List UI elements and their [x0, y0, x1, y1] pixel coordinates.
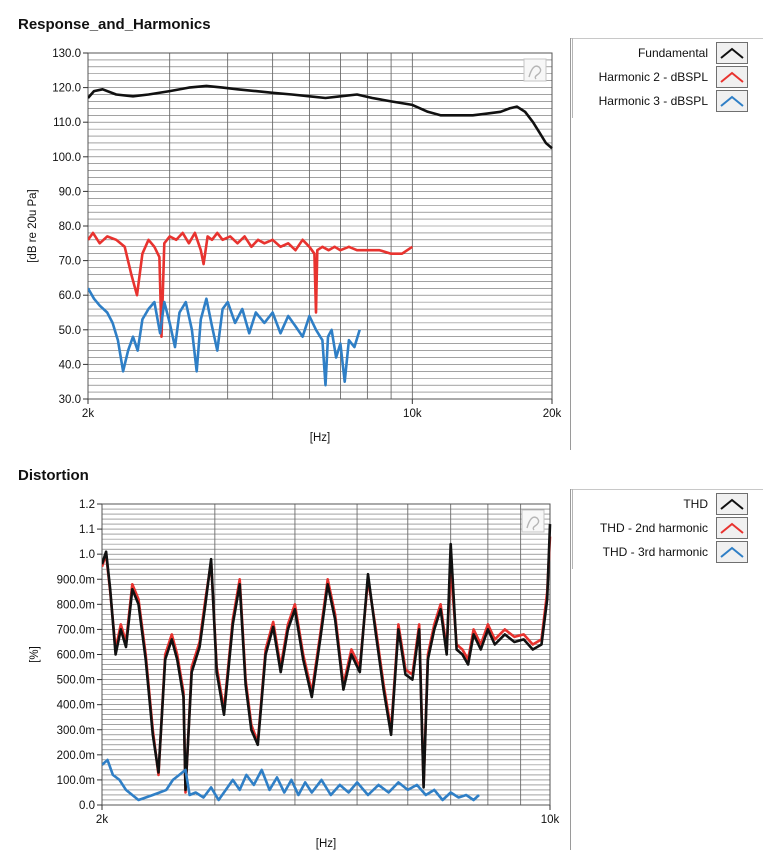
legend-swatch-red[interactable] — [716, 66, 748, 88]
x-axis: 2k 10k 20k — [82, 399, 562, 420]
legend-item-harmonic-3[interactable]: Harmonic 3 - dBSPL — [599, 90, 748, 112]
legend-label: Harmonic 2 - dBSPL — [598, 70, 708, 84]
graph-palette-icon-glyph — [526, 516, 540, 531]
legend-item-thd-2nd[interactable]: THD - 2nd harmonic — [600, 517, 748, 539]
y-tick-label: 50.0 — [59, 325, 81, 337]
legend-label: Fundamental — [637, 46, 708, 60]
distortion-legend: THD THD - 2nd harmonic THD - 3rd harmoni… — [572, 489, 748, 569]
response-chart[interactable]: 30.0 40.0 50.0 60.0 70.0 80.0 90.0 100.0 110.0 12… — [18, 38, 570, 450]
legend-label: THD — [683, 497, 708, 511]
y-tick-label: 80.0 — [59, 221, 81, 233]
y-tick-label: 1.2 — [79, 499, 95, 511]
response-chart-panel: 30.0 40.0 50.0 60.0 70.0 80.0 90.0 100.0 110.0 12… — [18, 38, 570, 450]
legend-label: THD - 3rd harmonic — [602, 545, 708, 559]
series-line-harmonic-2-dbspl — [88, 231, 414, 339]
legend-swatch-red[interactable] — [716, 517, 748, 539]
y-tick-label: 110.0 — [53, 117, 81, 129]
legend-swatch-blue[interactable] — [716, 541, 748, 563]
series-line-fundamental — [88, 84, 553, 150]
series-group — [102, 524, 552, 802]
y-tick-label: 60.0 — [59, 290, 81, 302]
legend-item-thd[interactable]: THD — [683, 493, 748, 515]
legend-swatch-black[interactable] — [716, 493, 748, 515]
x-axis-title: [Hz] — [316, 838, 336, 850]
x-tick-label: 20k — [543, 408, 562, 420]
x-axis: 2k 10k — [96, 805, 560, 826]
response-section-title: Response_and_Harmonics — [18, 16, 211, 33]
y-axis: 30.0 40.0 50.0 60.0 70.0 80.0 90.0 100.0 110.0 12… — [52, 48, 88, 406]
y-tick-label: 0.0 — [79, 800, 95, 812]
line-glyph-icon — [720, 71, 744, 83]
y-tick-label: 100.0m — [57, 775, 95, 787]
grid — [88, 52, 552, 400]
legend-item-harmonic-2[interactable]: Harmonic 2 - dBSPL — [599, 66, 748, 88]
legend-swatch-blue[interactable] — [716, 90, 748, 112]
y-axis: 0.0 100.0m 200.0m 300.0m 400.0m 500.0m 600.0m 7… — [57, 499, 102, 812]
distortion-section-title: Distortion — [18, 467, 89, 484]
line-glyph-icon — [720, 546, 744, 558]
series-line-harmonic-3-dbspl — [88, 287, 361, 387]
distortion-chart-panel: 0.0 100.0m 200.0m 300.0m 400.0m 500.0m 600.0m 7… — [18, 489, 570, 850]
y-tick-label: 30.0 — [59, 394, 81, 406]
y-tick-label: 1.0 — [79, 549, 95, 561]
y-tick-label: 1.1 — [79, 524, 95, 536]
x-tick-label: 10k — [541, 814, 560, 826]
distortion-chart[interactable]: 0.0 100.0m 200.0m 300.0m 400.0m 500.0m 600.0m 7… — [18, 489, 570, 850]
y-axis-title: [%] — [29, 646, 41, 663]
series-line-thd — [102, 524, 552, 792]
y-axis-title: [dB re 20u Pa] — [27, 189, 39, 263]
grid — [102, 503, 550, 806]
graph-palette-icon — [521, 509, 545, 533]
x-tick-label: 2k — [96, 814, 108, 826]
line-glyph-icon — [720, 47, 744, 59]
y-tick-label: 70.0 — [59, 256, 81, 268]
x-tick-label: 2k — [82, 408, 94, 420]
legend-swatch-black[interactable] — [716, 42, 748, 64]
x-tick-label: 10k — [403, 408, 422, 420]
y-tick-label: 500.0m — [57, 675, 95, 687]
series-group — [88, 84, 553, 387]
y-tick-label: 120.0 — [52, 83, 81, 95]
y-tick-label: 800.0m — [57, 599, 95, 611]
graph-palette-icon — [523, 58, 547, 82]
series-line-thd-3rd-harmonic — [102, 758, 480, 802]
y-tick-label: 40.0 — [59, 359, 81, 371]
y-tick-label: 200.0m — [57, 750, 95, 762]
legend-item-thd-3rd[interactable]: THD - 3rd harmonic — [603, 541, 748, 563]
graph-palette-icon-glyph — [528, 65, 542, 80]
y-tick-label: 90.0 — [59, 186, 81, 198]
y-tick-label: 130.0 — [52, 48, 81, 60]
x-axis-title: [Hz] — [310, 432, 330, 444]
y-tick-label: 700.0m — [57, 624, 95, 636]
y-tick-label: 900.0m — [57, 574, 95, 586]
y-tick-label: 600.0m — [57, 650, 95, 662]
line-glyph-icon — [720, 498, 744, 510]
legend-label: THD - 2nd harmonic — [599, 521, 708, 535]
response-panel-edge — [570, 38, 571, 450]
y-tick-label: 300.0m — [57, 725, 95, 737]
legend-label: Harmonic 3 - dBSPL — [598, 94, 708, 108]
legend-item-fundamental[interactable]: Fundamental — [638, 42, 748, 64]
line-glyph-icon — [720, 522, 744, 534]
response-legend: Fundamental Harmonic 2 - dBSPL Harmonic … — [572, 38, 748, 118]
y-tick-label: 400.0m — [57, 700, 95, 712]
y-tick-label: 100.0 — [52, 152, 81, 164]
distortion-panel-edge — [570, 489, 571, 850]
line-glyph-icon — [720, 95, 744, 107]
